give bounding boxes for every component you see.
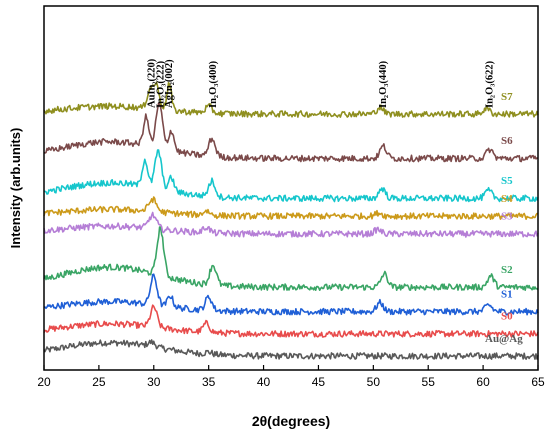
series-labels: Au@Ag S0 S1 S2 S3 S4 S5 S6 S7 (485, 91, 523, 345)
peak-label-1: AuIn₂(220) (147, 58, 158, 108)
plot-frame (43, 5, 539, 371)
series-line-s4 (43, 196, 539, 220)
x-tick-label-30: 30 (147, 375, 161, 389)
series-layer (43, 81, 539, 360)
peak-label-5: In₂O₃(440) (378, 60, 389, 108)
x-axis-ticks: 20 25 30 35 40 45 50 55 60 65 (37, 365, 545, 389)
series-line-au-ag (43, 339, 539, 360)
series-label-s4: S4 (501, 193, 513, 205)
series-line-s3 (43, 211, 539, 238)
peak-label-6: In₂O₃(622) (485, 60, 496, 108)
series-line-s1 (43, 273, 539, 316)
x-tick-label-60: 60 (476, 375, 490, 389)
y-axis-title: Intensity (arb.units) (8, 128, 23, 249)
series-label-s7: S7 (501, 91, 513, 103)
x-tick-label-40: 40 (257, 375, 271, 389)
x-tick-label-35: 35 (202, 375, 216, 389)
peak-labels: AuIn₂(220)In₂O₃(222)AgIn₂(002) In₂O₃(400)… (147, 58, 496, 108)
x-tick-label-65: 65 (531, 375, 545, 389)
x-axis-title: 2θ(degrees) (252, 413, 330, 429)
x-tick-label-25: 25 (92, 375, 106, 389)
series-line-s6 (43, 102, 539, 163)
peak-label-3: AgIn₂(002) (164, 59, 175, 108)
x-tick-label-45: 45 (312, 375, 326, 389)
peak-label-2: In₂O₃(222) (155, 60, 166, 108)
series-line-s5 (43, 149, 539, 203)
series-label-s3: S3 (501, 211, 513, 223)
x-tick-label-20: 20 (37, 375, 51, 389)
series-label-s5: S5 (501, 175, 513, 187)
series-label-s0: S0 (501, 311, 513, 323)
series-label-s2: S2 (501, 264, 513, 276)
x-tick-label-55: 55 (422, 375, 436, 389)
series-label-s1: S1 (501, 288, 513, 300)
series-line-s2 (43, 226, 539, 292)
peak-label-4: In₂O₃(400) (208, 60, 219, 108)
x-tick-label-50: 50 (367, 375, 381, 389)
series-line-s0 (43, 304, 539, 338)
series-label-au-ag: Au@Ag (485, 333, 523, 345)
series-line-s7 (43, 81, 539, 118)
series-label-s6: S6 (501, 135, 513, 147)
